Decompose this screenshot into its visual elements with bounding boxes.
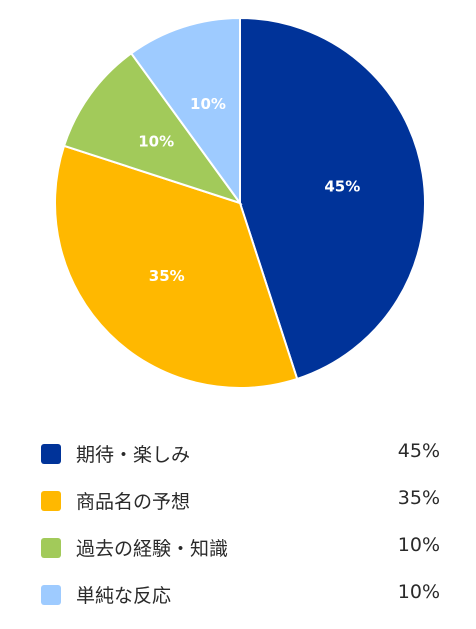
slice-data-label: 45%	[324, 177, 360, 195]
pie-slice	[54, 144, 299, 389]
legend-label: 商品名の予想	[76, 491, 191, 513]
legend-value: 10%	[397, 534, 440, 556]
pie-slice	[129, 16, 241, 207]
legend-swatch	[41, 491, 61, 511]
legend-item: 商品名の予想 35%	[0, 477, 476, 524]
pie-slice	[62, 51, 243, 205]
legend-swatch	[41, 585, 61, 605]
pie-chart: 45% 35% 10% 10%	[54, 16, 426, 389]
legend-item: 単純な反応 10%	[0, 571, 476, 618]
legend-item: 期待・楽しみ 45%	[0, 430, 476, 477]
legend-swatch	[41, 444, 61, 464]
legend-item: 過去の経験・知識 10%	[0, 524, 476, 571]
pie-svg: 45% 35% 10% 10%	[54, 16, 426, 389]
slice-data-label: 10%	[190, 95, 226, 113]
legend-swatch	[41, 538, 61, 558]
slice-data-label: 35%	[149, 267, 185, 285]
legend: 期待・楽しみ 45% 商品名の予想 35% 過去の経験・知識 10% 単純な反応…	[0, 430, 476, 618]
legend-value: 45%	[397, 440, 440, 462]
slice-data-label: 10%	[138, 133, 174, 151]
pie-slice	[239, 16, 426, 381]
legend-label: 期待・楽しみ	[76, 444, 191, 466]
legend-label: 単純な反応	[76, 585, 172, 607]
legend-value: 10%	[397, 581, 440, 603]
legend-label: 過去の経験・知識	[76, 538, 229, 560]
legend-value: 35%	[397, 487, 440, 509]
